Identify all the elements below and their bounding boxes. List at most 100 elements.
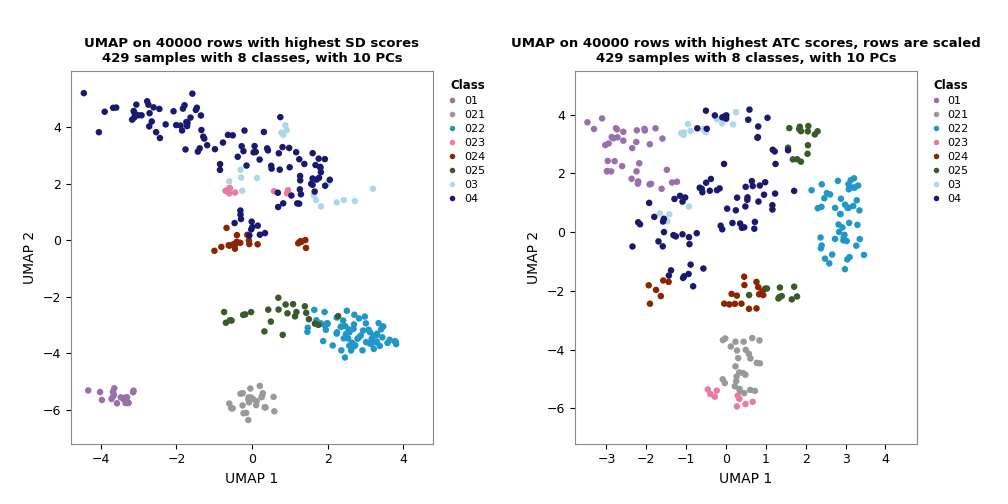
- Point: [624, 144, 640, 152]
- Point: [709, 186, 725, 194]
- Point: [628, 167, 644, 175]
- Point: [737, 281, 753, 289]
- Point: [736, 273, 752, 281]
- Point: [229, 238, 245, 246]
- Point: [362, 328, 378, 336]
- Point: [742, 106, 758, 114]
- Point: [372, 342, 388, 350]
- Point: [650, 237, 666, 245]
- Point: [667, 232, 683, 240]
- Point: [748, 304, 764, 312]
- Point: [689, 124, 706, 133]
- Point: [752, 290, 768, 298]
- Point: [108, 103, 124, 111]
- Point: [580, 118, 596, 127]
- Point: [793, 158, 809, 166]
- Point: [803, 186, 820, 194]
- Point: [642, 140, 658, 148]
- Point: [727, 382, 743, 390]
- Point: [347, 341, 363, 349]
- Point: [714, 119, 730, 128]
- Point: [728, 362, 744, 370]
- Point: [246, 148, 262, 156]
- Point: [222, 316, 238, 324]
- Point: [277, 121, 293, 130]
- Point: [736, 338, 752, 346]
- Point: [250, 222, 266, 230]
- Point: [833, 195, 849, 203]
- Point: [800, 122, 816, 130]
- Point: [379, 339, 395, 347]
- Point: [109, 399, 125, 407]
- Point: [675, 129, 691, 137]
- Point: [747, 218, 763, 226]
- Point: [737, 371, 753, 379]
- Point: [659, 166, 675, 174]
- Point: [330, 312, 346, 320]
- Point: [791, 123, 807, 131]
- Point: [822, 260, 838, 268]
- Point: [785, 155, 801, 163]
- Point: [655, 242, 671, 250]
- Point: [222, 184, 238, 192]
- Point: [263, 318, 279, 326]
- Point: [346, 342, 362, 350]
- Point: [106, 384, 122, 392]
- Point: [275, 199, 291, 207]
- Point: [312, 203, 329, 211]
- Point: [236, 147, 252, 155]
- Point: [346, 342, 362, 350]
- Title: UMAP on 40000 rows with highest SD scores
429 samples with 8 classes, with 10 PC: UMAP on 40000 rows with highest SD score…: [85, 37, 419, 65]
- Point: [249, 397, 265, 405]
- Point: [179, 122, 196, 130]
- Point: [188, 104, 205, 112]
- Point: [312, 163, 329, 171]
- Point: [116, 395, 132, 403]
- Point: [717, 379, 733, 387]
- Point: [728, 108, 744, 116]
- Point: [234, 186, 250, 195]
- Point: [292, 172, 308, 180]
- Point: [673, 129, 689, 137]
- Point: [725, 219, 741, 227]
- Point: [336, 334, 352, 342]
- Point: [257, 403, 273, 411]
- Point: [750, 122, 766, 131]
- Point: [364, 335, 380, 343]
- Point: [703, 175, 719, 183]
- Point: [698, 107, 714, 115]
- Point: [818, 189, 835, 197]
- Point: [279, 189, 295, 197]
- Point: [786, 187, 802, 195]
- Point: [106, 391, 122, 399]
- Point: [340, 335, 356, 343]
- Point: [680, 270, 697, 278]
- Point: [736, 223, 752, 231]
- Point: [648, 286, 664, 294]
- Point: [322, 176, 338, 184]
- Point: [856, 251, 872, 259]
- Point: [745, 398, 761, 406]
- Point: [252, 382, 268, 390]
- Point: [317, 308, 333, 316]
- Point: [624, 175, 640, 183]
- Point: [184, 90, 201, 98]
- Point: [757, 285, 773, 293]
- Point: [141, 122, 157, 131]
- Point: [828, 204, 844, 212]
- Point: [341, 342, 357, 350]
- Point: [105, 388, 121, 396]
- Point: [630, 178, 646, 186]
- Point: [780, 146, 796, 154]
- Point: [741, 350, 757, 358]
- Point: [669, 178, 685, 186]
- Point: [703, 390, 719, 398]
- Point: [291, 238, 307, 246]
- Point: [207, 145, 223, 153]
- Point: [234, 142, 250, 150]
- Point: [296, 302, 312, 310]
- Point: [641, 281, 657, 289]
- Point: [781, 124, 797, 132]
- Point: [362, 339, 378, 347]
- Point: [334, 346, 350, 354]
